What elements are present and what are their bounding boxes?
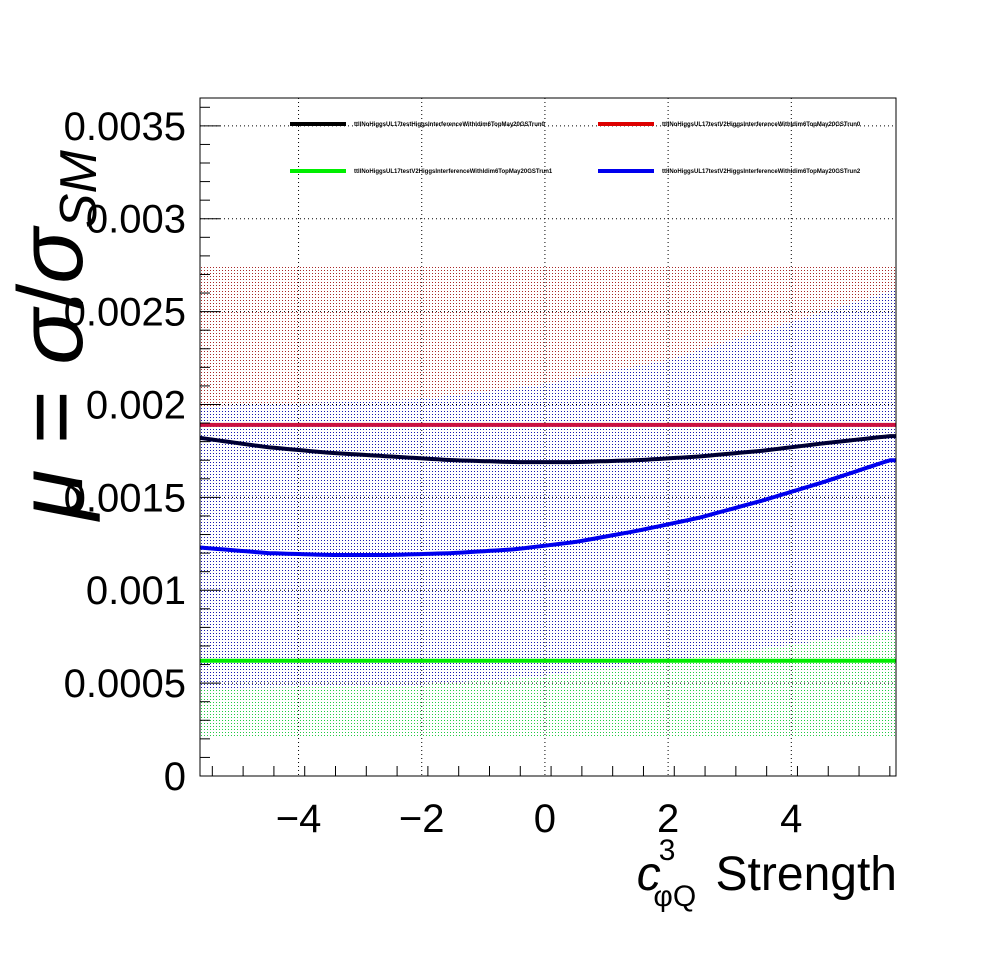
series-line-0 [199,434,896,465]
legend: ttllNoHiggsUL17testHiggsInterferenceWith… [290,122,861,175]
legend-label-0: ttllNoHiggsUL17testHiggsInterferenceWith… [354,122,546,128]
y-tick-label: 0.0015 [64,476,186,520]
y-tick-label: 0.0005 [64,662,186,706]
y-tick-label: 0.0035 [64,105,186,149]
y-axis-title: μ = σ/σSM [0,150,108,522]
series-lines [199,422,896,663]
band-series-2 [200,631,896,737]
x-tick-label: 0 [534,797,556,841]
x-tick-label: 2 [657,797,679,841]
x-axis-title: c3 φQ Strength [637,834,897,913]
band-series-3 [200,289,896,689]
grid-lines [200,98,896,777]
y-tick-label: 0.001 [86,569,186,613]
y-tick-label: 0.003 [86,198,186,242]
legend-label-1: ttllNoHiggsUL17testV2HiggsInterferenceWi… [662,122,861,128]
uncertainty-bands [200,265,896,737]
legend-label-3: ttllNoHiggsUL17testV2HiggsInterferenceWi… [662,169,861,175]
x-tick-label: 4 [780,797,802,841]
y-tick-label: 0.002 [86,383,186,427]
y-tick-label: 0.0025 [64,291,186,335]
x-tick-label: −4 [276,797,322,841]
x-tick-label: −2 [399,797,445,841]
plot-frame [199,97,897,777]
tick-labels: −4 −2 0 2 4 0 0.0005 0.001 0.0015 0.002 0.0025 0.00… [64,105,803,841]
series-line-3 [199,458,896,557]
legend-label-2: ttllNoHiggsUL17testV2HiggsInterferenceWi… [354,169,553,175]
y-tick-label: 0 [164,755,186,799]
axis-ticks [200,106,891,777]
